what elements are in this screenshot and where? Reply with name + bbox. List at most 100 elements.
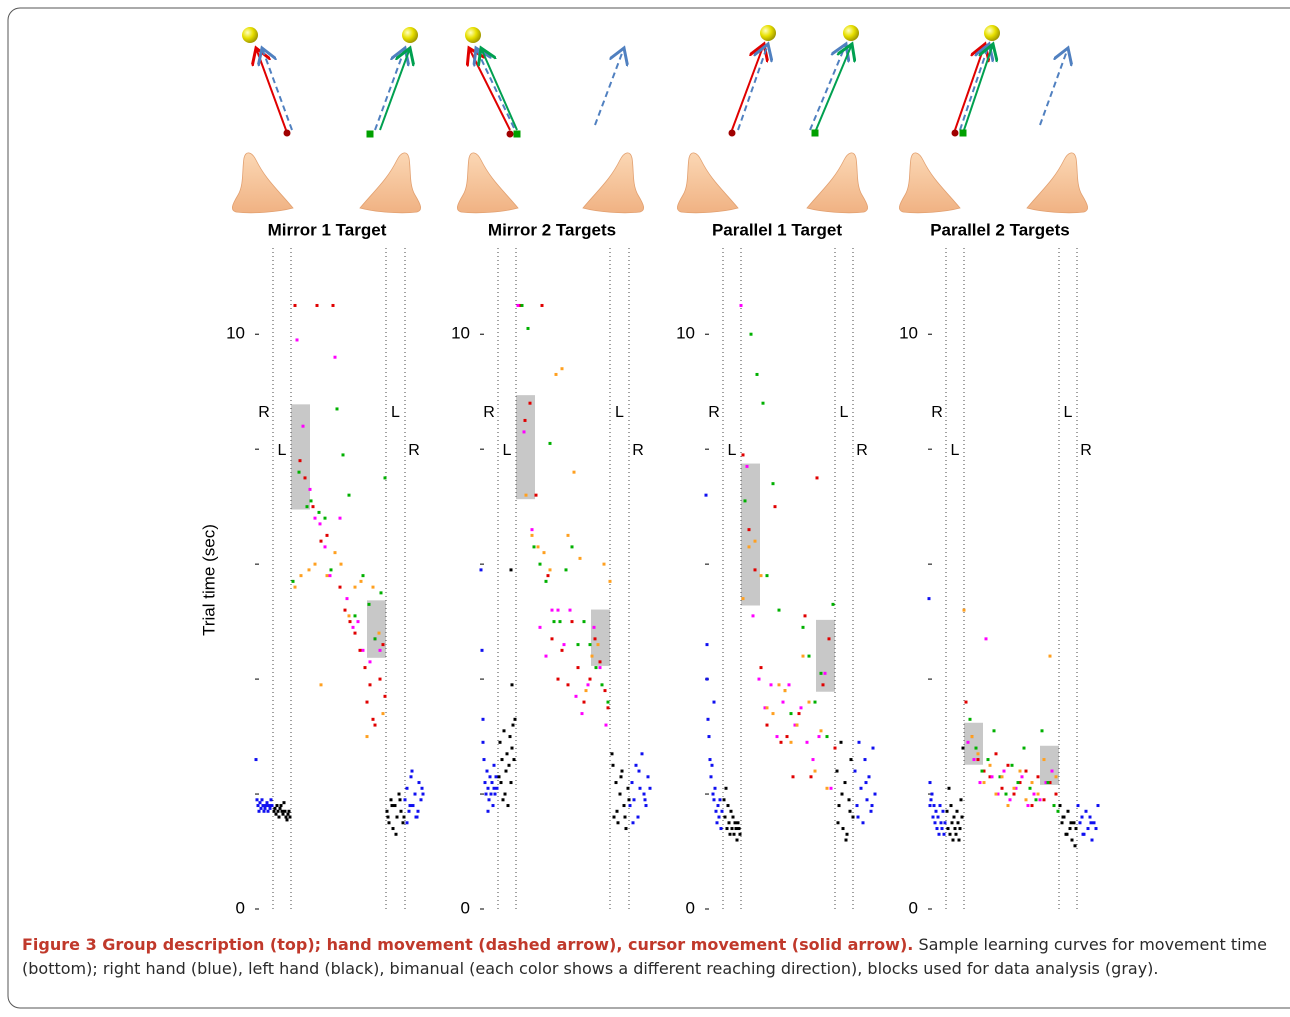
panel: Mirror 1 Target Trial time (sec) 0 10 R L L R (199, 220, 425, 917)
data-point (309, 499, 313, 503)
data-point (534, 493, 538, 497)
data-point (351, 625, 355, 629)
data-point (593, 637, 597, 641)
data-point (775, 735, 779, 739)
data-point (278, 806, 282, 810)
data-point (646, 775, 650, 779)
block-label: L (278, 442, 287, 459)
data-point (616, 821, 620, 825)
data-point (1078, 821, 1082, 825)
data-point (552, 620, 556, 624)
data-point (501, 798, 505, 802)
data-point (928, 781, 932, 785)
data-point (386, 815, 390, 819)
data-point (709, 775, 713, 779)
data-point (724, 786, 728, 790)
data-point (532, 545, 536, 549)
data-point (528, 401, 532, 405)
data-point (823, 671, 827, 675)
data-point (737, 827, 741, 831)
data-point (632, 798, 636, 802)
caption-title: Figure 3 Group description (top); hand m… (22, 935, 914, 954)
block-label: R (708, 404, 720, 421)
data-point (745, 464, 749, 468)
block-label: L (951, 442, 960, 459)
data-point (291, 579, 295, 583)
block-label: R (632, 442, 644, 459)
data-point (586, 683, 590, 687)
data-point (1094, 827, 1098, 831)
data-point (859, 786, 863, 790)
data-point (711, 792, 715, 796)
data-point (298, 459, 302, 463)
data-point (861, 821, 865, 825)
data-point (391, 827, 395, 831)
data-point (930, 792, 934, 796)
data-point (274, 812, 278, 816)
data-point (353, 614, 357, 618)
data-point (612, 815, 616, 819)
panel-title: Mirror 1 Target (268, 220, 387, 239)
data-point (942, 832, 946, 836)
data-point (338, 516, 342, 520)
data-point (323, 516, 327, 520)
data-point (536, 545, 540, 549)
caption: Figure 3 Group description (top); hand m… (22, 933, 1274, 981)
data-point (1038, 798, 1042, 802)
data-point (318, 522, 322, 526)
hand-shape (582, 152, 644, 214)
data-point (279, 804, 283, 808)
data-point (853, 769, 857, 773)
data-point (791, 775, 795, 779)
data-point (785, 735, 789, 739)
data-point (378, 648, 382, 652)
data-point (1048, 781, 1052, 785)
data-point (383, 476, 387, 480)
data-point (509, 781, 513, 785)
data-point (934, 809, 938, 813)
block-label: R (258, 404, 270, 421)
data-point (570, 620, 574, 624)
data-point (1026, 804, 1030, 808)
data-point (420, 786, 424, 790)
data-point (833, 746, 837, 750)
data-point (281, 812, 285, 816)
data-point (1010, 763, 1014, 767)
data-point (596, 643, 600, 647)
data-point (546, 574, 550, 578)
data-point (277, 815, 281, 819)
data-point (308, 487, 312, 491)
data-point (512, 758, 516, 762)
data-point (331, 303, 335, 307)
data-point (522, 430, 526, 434)
data-point (747, 528, 751, 532)
data-point (1089, 821, 1093, 825)
target (843, 25, 859, 41)
data-point (269, 798, 273, 802)
data-point (642, 792, 646, 796)
data-point (717, 815, 721, 819)
data-point (803, 614, 807, 618)
data-point (348, 620, 352, 624)
data-point (1056, 809, 1060, 813)
data-point (726, 804, 730, 808)
data-point (706, 717, 710, 721)
data-point (988, 775, 992, 779)
data-point (1054, 792, 1058, 796)
data-point (598, 666, 602, 670)
data-point (405, 786, 409, 790)
data-point (998, 775, 1002, 779)
data-point (855, 804, 859, 808)
data-point (315, 303, 319, 307)
data-point (763, 706, 767, 710)
data-point (323, 545, 327, 549)
data-point (741, 453, 745, 457)
data-point (297, 470, 301, 474)
data-point (361, 574, 365, 578)
data-point (948, 832, 952, 836)
data-point (628, 804, 632, 808)
data-point (580, 712, 584, 716)
data-point (520, 303, 524, 307)
data-point (1042, 798, 1046, 802)
data-point (1081, 832, 1085, 836)
